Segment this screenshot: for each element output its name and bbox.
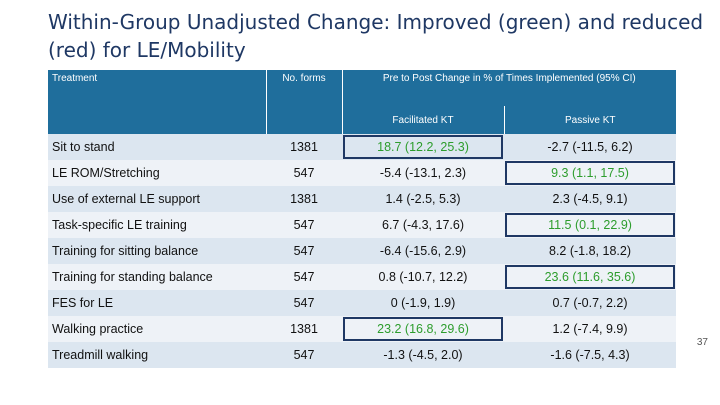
passive-cell: 1.2 (-7.4, 9.9)	[504, 316, 677, 342]
table-row: Treadmill walking 547 -1.3 (-4.5, 2.0) -…	[48, 342, 677, 368]
treatment-cell: Sit to stand	[48, 134, 266, 160]
facilitated-cell: 0.8 (-10.7, 12.2)	[342, 264, 504, 290]
treatment-cell: Treadmill walking	[48, 342, 266, 368]
forms-column-header: No. forms	[265, 70, 342, 134]
facilitated-kt-header: Facilitated KT	[341, 106, 504, 134]
facilitated-cell: 6.7 (-4.3, 17.6)	[342, 212, 504, 238]
table-row: Sit to stand 1381 18.7 (12.2, 25.3) -2.7…	[48, 134, 677, 160]
treatment-cell: Use of external LE support	[48, 186, 266, 212]
table-row: Walking practice 1381 23.2 (16.8, 29.6) …	[48, 316, 677, 342]
passive-cell: 9.3 (1.1, 17.5)	[504, 160, 677, 186]
table-row: LE ROM/Stretching 547 -5.4 (-13.1, 2.3) …	[48, 160, 677, 186]
passive-cell: 2.3 (-4.5, 9.1)	[504, 186, 677, 212]
table-row: Training for standing balance 547 0.8 (-…	[48, 264, 677, 290]
facilitated-cell: -1.3 (-4.5, 2.0)	[342, 342, 504, 368]
passive-kt-header: Passive KT	[503, 106, 677, 134]
facilitated-cell: -6.4 (-15.6, 2.9)	[342, 238, 504, 264]
forms-cell: 547	[266, 238, 342, 264]
treatment-cell: Training for sitting balance	[48, 238, 266, 264]
treatment-cell: FES for LE	[48, 290, 266, 316]
page-number: 37	[696, 337, 708, 348]
passive-cell: -2.7 (-11.5, 6.2)	[504, 134, 677, 160]
facilitated-cell: 23.2 (16.8, 29.6)	[342, 316, 504, 342]
facilitated-cell: 0 (-1.9, 1.9)	[342, 290, 504, 316]
table-row: Training for sitting balance 547 -6.4 (-…	[48, 238, 677, 264]
table-header-row: Treatment No. forms Pre to Post Change i…	[48, 70, 677, 134]
forms-cell: 547	[266, 290, 342, 316]
table-row: Use of external LE support 1381 1.4 (-2.…	[48, 186, 677, 212]
change-column-header: Pre to Post Change in % of Times Impleme…	[341, 70, 677, 106]
passive-cell: 0.7 (-0.7, 2.2)	[504, 290, 677, 316]
results-table: Treatment No. forms Pre to Post Change i…	[48, 70, 677, 368]
treatment-column-header: Treatment	[48, 70, 266, 134]
facilitated-cell: -5.4 (-13.1, 2.3)	[342, 160, 504, 186]
treatment-cell: Training for standing balance	[48, 264, 266, 290]
table-row: FES for LE 547 0 (-1.9, 1.9) 0.7 (-0.7, …	[48, 290, 677, 316]
slide-title: Within-Group Unadjusted Change: Improved…	[48, 10, 704, 62]
forms-cell: 547	[266, 342, 342, 368]
forms-cell: 547	[266, 160, 342, 186]
treatment-cell: Task-specific LE training	[48, 212, 266, 238]
passive-cell: -1.6 (-7.5, 4.3)	[504, 342, 677, 368]
forms-cell: 547	[266, 264, 342, 290]
treatment-cell: Walking practice	[48, 316, 266, 342]
forms-cell: 1381	[266, 134, 342, 160]
table-subheader-row: Facilitated KT Passive KT	[48, 106, 677, 134]
passive-cell: 8.2 (-1.8, 18.2)	[504, 238, 677, 264]
facilitated-cell: 18.7 (12.2, 25.3)	[342, 134, 504, 160]
passive-cell: 11.5 (0.1, 22.9)	[504, 212, 677, 238]
forms-cell: 1381	[266, 316, 342, 342]
facilitated-cell: 1.4 (-2.5, 5.3)	[342, 186, 504, 212]
forms-cell: 1381	[266, 186, 342, 212]
passive-cell: 23.6 (11.6, 35.6)	[504, 264, 677, 290]
treatment-cell: LE ROM/Stretching	[48, 160, 266, 186]
forms-cell: 547	[266, 212, 342, 238]
table-row: Task-specific LE training 547 6.7 (-4.3,…	[48, 212, 677, 238]
